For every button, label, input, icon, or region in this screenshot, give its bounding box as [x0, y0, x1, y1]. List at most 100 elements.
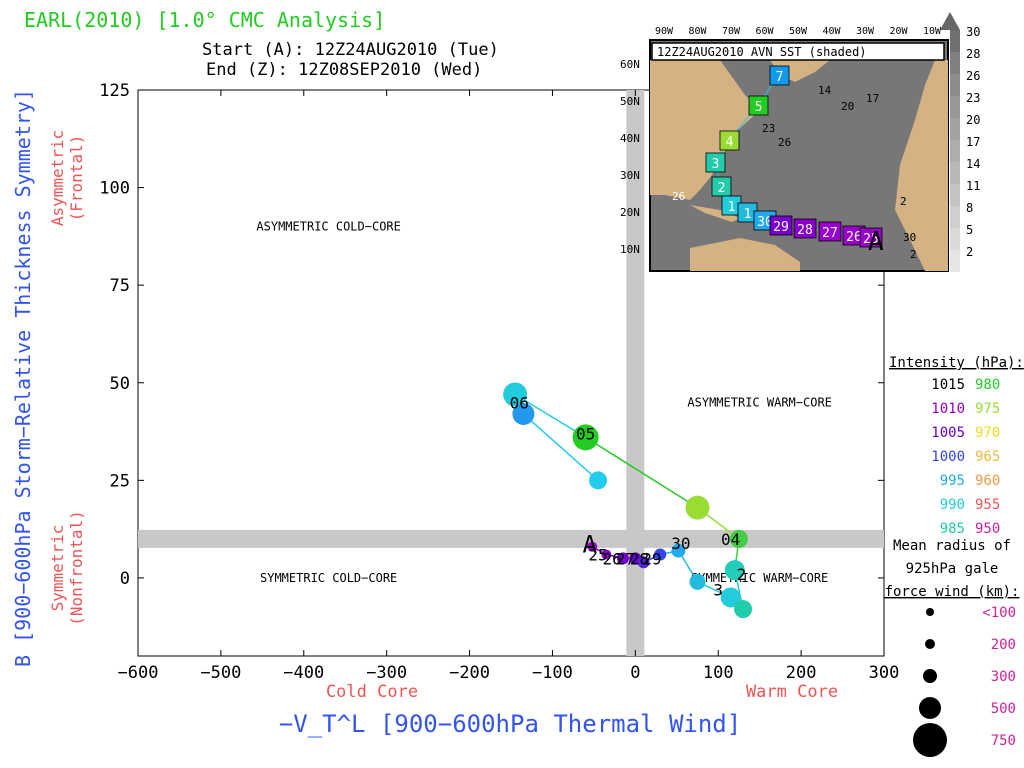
track-point — [512, 402, 535, 425]
x-tick-label: −100 — [532, 663, 573, 683]
inset-lat-label: 60N — [620, 58, 640, 71]
track-point — [671, 543, 686, 558]
inset-track-box-label: 25 — [863, 232, 879, 247]
inset-lat-label: 50N — [620, 95, 640, 108]
track-point — [601, 549, 612, 560]
inset-lat-label: 10N — [620, 243, 640, 256]
track-label: 26 — [602, 549, 621, 568]
inset-title-box — [651, 42, 945, 61]
inset-lon-label: 70W — [722, 26, 741, 37]
inset-track-box-label: 4 — [726, 135, 734, 150]
x-tick-label: −500 — [200, 663, 241, 683]
inset-isotherm-label: 30 — [903, 231, 916, 244]
intensity-legend-value: 995 — [940, 473, 965, 489]
x-tick-label: −200 — [449, 663, 490, 683]
colorbar-segment — [950, 206, 960, 228]
quadrant-label: ASYMMETRIC COLD−CORE — [256, 220, 401, 234]
colorbar-segment — [950, 184, 960, 206]
inset-lon-label: 40W — [822, 26, 841, 37]
colorbar-segment — [950, 52, 960, 74]
inset-track-box — [719, 130, 740, 151]
europe-africa-land — [895, 60, 948, 271]
inset-track-box — [859, 227, 883, 248]
inset-title: 12Z24AUG2010 AVN SST (shaded) — [657, 45, 867, 59]
inset-track-box — [769, 215, 793, 236]
track-label: 30 — [671, 534, 690, 553]
intensity-legend-value: 955 — [975, 497, 1000, 513]
cold-core-label: Cold Core — [326, 682, 418, 702]
track-point — [734, 600, 753, 619]
intensity-legend-value: 960 — [975, 473, 1000, 489]
inset-track-box-label: 27 — [822, 226, 838, 241]
inset-lon-label: 50W — [789, 26, 808, 37]
inset-map: 12Z24AUG2010 AVN SST (shaded) 90W 80W 70W 6… — [620, 12, 980, 272]
inset-track-box-label: 2 — [718, 181, 726, 196]
track-point — [685, 495, 710, 520]
track-label: 27 — [616, 549, 635, 568]
track-point — [724, 560, 745, 581]
track-label: 2 — [737, 565, 747, 584]
track-point — [572, 424, 599, 451]
track-label: 04 — [721, 530, 740, 549]
intensity-legend-value: 975 — [975, 401, 1000, 417]
radius-legend-circle — [926, 608, 934, 616]
y-tick-label: 125 — [99, 81, 130, 101]
y-tick-label: 0 — [120, 569, 130, 589]
track-segment — [522, 413, 599, 481]
radius-legend-label: 200 — [991, 637, 1016, 653]
intensity-legend-value: 990 — [940, 497, 965, 513]
x-tick-label: −300 — [366, 663, 407, 683]
inset-isotherm-label: 20 — [841, 100, 854, 113]
asymmetric-label: Asymmetric — [48, 130, 67, 226]
inset-track-box-label: 1 — [728, 200, 736, 215]
radius-legend-circle — [923, 669, 937, 683]
track-point — [720, 587, 741, 608]
inset-lat-label: 40N — [620, 132, 640, 145]
colorbar-label: 5 — [966, 223, 973, 237]
colorbar-segment — [950, 228, 960, 250]
y-axis-label: B [900−600hPa Storm−Relative Thickness S… — [11, 89, 35, 667]
inset-track-box-label: 3 — [712, 157, 720, 172]
inset-lon-label: 80W — [688, 26, 707, 37]
start-time: Start (A): 12Z24AUG2010 (Tue) — [202, 40, 499, 60]
caribbean-islands — [690, 205, 740, 222]
radius-legend-circle — [925, 639, 935, 649]
inset-lon-label: 90W — [655, 26, 674, 37]
track-point — [589, 471, 608, 490]
inset-isotherm-label: 14 — [818, 84, 832, 97]
colorbar-label: 30 — [966, 25, 980, 39]
track-point — [616, 552, 629, 565]
inset-track-box — [711, 176, 732, 197]
colorbar-bottom-arrow — [950, 262, 960, 272]
track-label: 29 — [642, 549, 661, 568]
symmetric-label: Symmetric — [48, 525, 67, 612]
y-tick-label: 25 — [110, 471, 130, 491]
x-axis-label: −V_T^L [900−600hPa Thermal Wind] — [279, 710, 741, 738]
inset-track-box-label: 30 — [757, 215, 773, 230]
inset-lon-label: 30W — [856, 26, 875, 37]
inset-track-box — [793, 218, 817, 239]
inset-track-box-label: 5 — [755, 100, 763, 115]
colorbar-label: 2 — [966, 245, 973, 259]
inset-start-marker: A — [868, 227, 884, 257]
intensity-legend-value: 950 — [975, 521, 1000, 537]
inset-lat-label: 30N — [620, 169, 640, 182]
inset-isotherm-label: 2 — [910, 248, 917, 261]
inset-track-box-label: 29 — [773, 220, 789, 235]
quadrant-label: SYMMETRIC WARM−CORE — [691, 571, 828, 585]
warm-core-label: Warm Core — [746, 682, 838, 702]
x-tick-label: 100 — [703, 663, 734, 683]
nonfrontal-label: (Nonfrontal) — [67, 510, 86, 626]
inset-lon-label: 20W — [889, 26, 908, 37]
intensity-legend: Intensity (hPa): 1015 980 1010 975 1005 970 100… — [889, 355, 1024, 537]
colorbar-label: 23 — [966, 91, 980, 105]
inset-track-box — [748, 95, 769, 116]
track-point — [689, 573, 706, 590]
north-america-land — [650, 60, 760, 200]
x-tick-label: 300 — [869, 663, 900, 683]
colorbar-top-arrow — [940, 12, 960, 30]
intensity-legend-value: 970 — [975, 425, 1000, 441]
intensity-legend-value: 1005 — [931, 425, 965, 441]
y-tick-label: 100 — [99, 179, 130, 199]
x-tick-label: −400 — [283, 663, 324, 683]
